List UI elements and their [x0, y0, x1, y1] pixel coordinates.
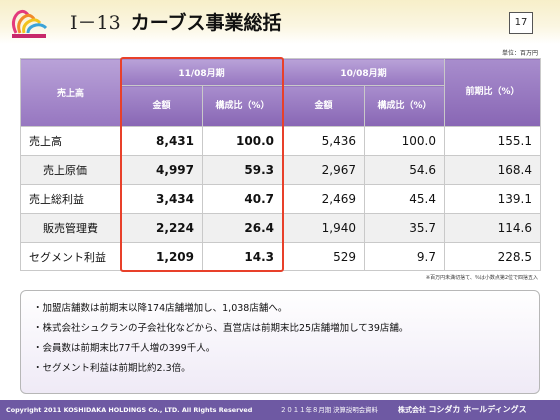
cell-yoy: 114.6 — [444, 213, 541, 243]
slide-title: Ⅰ－13 カーブス事業総括 — [70, 9, 282, 37]
slide-footer: Copyright 2011 KOSHIDAKA HOLDINGS Co., L… — [0, 400, 560, 420]
document-name: ２０１１年８月期 決算説明会資料 — [280, 406, 378, 414]
bullet-item: ・加盟店舗数は前期末以降174店舗増加し、1,038店舗へ。 — [33, 303, 288, 314]
cell-prev-amount: 5,436 — [282, 126, 365, 156]
table-row: 販売管理費 2,224 26.4 1,940 35.7 114.6 — [20, 213, 541, 243]
cell-yoy: 228.5 — [444, 242, 541, 271]
cell-prev-ratio: 9.7 — [364, 242, 445, 271]
section-number: Ⅰ－13 — [70, 12, 121, 34]
header-prev-ratio: 構成比（%） — [364, 85, 445, 127]
cell-cur-ratio: 40.7 — [202, 184, 283, 214]
cell-prev-ratio: 54.6 — [364, 155, 445, 185]
cell-prev-ratio: 45.4 — [364, 184, 445, 214]
header-period-current: 11/08月期 — [120, 58, 283, 86]
company-logo-icon — [11, 9, 48, 38]
cell-prev-amount: 2,967 — [282, 155, 365, 185]
company-name: 株式会社 コシダカ ホールディングス — [398, 400, 527, 420]
cell-cur-ratio: 14.3 — [202, 242, 283, 271]
cell-cur-ratio: 26.4 — [202, 213, 283, 243]
bullet-item: ・会員数は前期末比77千人増の399千人。 — [33, 343, 216, 354]
row-label: 売上総利益 — [20, 184, 121, 214]
header-yoy: 前期比（%） — [444, 58, 541, 127]
row-label: 売上高 — [20, 126, 121, 156]
cell-prev-amount: 529 — [282, 242, 365, 271]
header-row-label: 売上高 — [20, 58, 121, 127]
unit-label: 単位：百万円 — [501, 50, 538, 57]
header-cur-amount: 金額 — [120, 85, 203, 127]
cell-yoy: 155.1 — [444, 126, 541, 156]
row-label: 販売管理費 — [20, 213, 121, 243]
footnote: ※百万円未満切捨て、％は小数点第2位で四捨五入 — [425, 275, 538, 281]
summary-box: ・加盟店舗数は前期末以降174店舗増加し、1,038店舗へ。 ・株式会社シュクラ… — [20, 290, 540, 394]
cell-yoy: 168.4 — [444, 155, 541, 185]
cell-cur-amount: 3,434 — [120, 184, 203, 214]
page-number: 17 — [509, 12, 533, 34]
table-row: 売上総利益 3,434 40.7 2,469 45.4 139.1 — [20, 184, 541, 214]
slide-header: Ⅰ－13 カーブス事業総括 17 — [0, 0, 560, 44]
row-label: セグメント利益 — [20, 242, 121, 271]
cell-prev-amount: 2,469 — [282, 184, 365, 214]
cell-prev-ratio: 35.7 — [364, 213, 445, 243]
cell-cur-amount: 4,997 — [120, 155, 203, 185]
cell-cur-amount: 2,224 — [120, 213, 203, 243]
header-yoy-label: 前期比（%） — [465, 87, 520, 97]
header-prev-amount: 金額 — [282, 85, 365, 127]
copyright: Copyright 2011 KOSHIDAKA HOLDINGS Co., L… — [6, 406, 253, 414]
table-row: 売上高 8,431 100.0 5,436 100.0 155.1 — [20, 126, 541, 156]
bullet-item: ・セグメント利益は前期比約2.3倍。 — [33, 363, 191, 374]
cell-cur-ratio: 100.0 — [202, 126, 283, 156]
cell-cur-amount: 8,431 — [120, 126, 203, 156]
header-cur-ratio: 構成比（%） — [202, 85, 283, 127]
row-label: 売上原価 — [20, 155, 121, 185]
title-text: カーブス事業総括 — [130, 12, 282, 34]
segment-summary-table: 売上高 11/08月期 10/08月期 前期比（%） 金額 構成比（%） 金額 … — [20, 58, 541, 271]
company-prefix: 株式会社 — [398, 406, 426, 414]
cell-prev-amount: 1,940 — [282, 213, 365, 243]
company-brand: コシダカ ホールディングス — [428, 405, 527, 414]
table-row: 売上原価 4,997 59.3 2,967 54.6 168.4 — [20, 155, 541, 185]
cell-prev-ratio: 100.0 — [364, 126, 445, 156]
table-row: セグメント利益 1,209 14.3 529 9.7 228.5 — [20, 242, 541, 271]
cell-yoy: 139.1 — [444, 184, 541, 214]
header-period-previous: 10/08月期 — [282, 58, 445, 86]
cell-cur-ratio: 59.3 — [202, 155, 283, 185]
bullet-item: ・株式会社シュクランの子会社化などから、直営店は前期末比25店舗増加して39店舗… — [33, 323, 409, 334]
cell-cur-amount: 1,209 — [120, 242, 203, 271]
